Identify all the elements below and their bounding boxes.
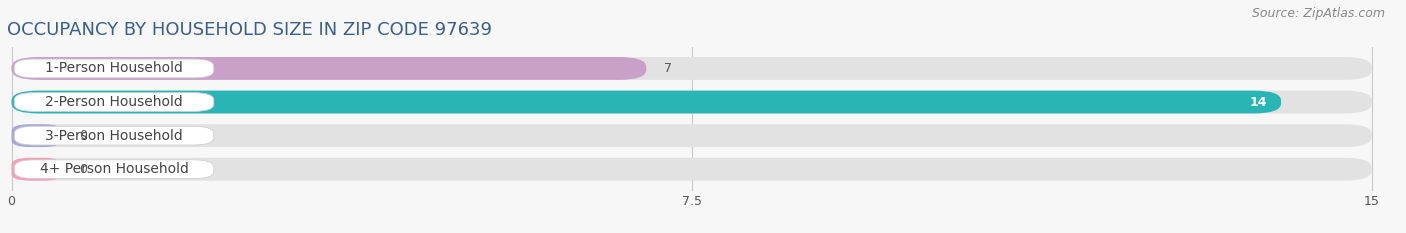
FancyBboxPatch shape (14, 160, 214, 178)
FancyBboxPatch shape (11, 91, 1372, 113)
Text: OCCUPANCY BY HOUSEHOLD SIZE IN ZIP CODE 97639: OCCUPANCY BY HOUSEHOLD SIZE IN ZIP CODE … (7, 21, 492, 39)
FancyBboxPatch shape (11, 57, 647, 80)
FancyBboxPatch shape (11, 158, 1372, 181)
Text: 3-Person Household: 3-Person Household (45, 129, 183, 143)
Text: 14: 14 (1250, 96, 1267, 109)
Text: 0: 0 (80, 129, 87, 142)
Text: 2-Person Household: 2-Person Household (45, 95, 183, 109)
FancyBboxPatch shape (11, 158, 62, 181)
FancyBboxPatch shape (14, 93, 214, 111)
FancyBboxPatch shape (11, 57, 1372, 80)
FancyBboxPatch shape (11, 124, 1372, 147)
FancyBboxPatch shape (14, 126, 214, 145)
Text: 1-Person Household: 1-Person Household (45, 62, 183, 75)
FancyBboxPatch shape (14, 59, 214, 78)
FancyBboxPatch shape (11, 91, 1281, 113)
Text: 4+ Person Household: 4+ Person Household (39, 162, 188, 176)
FancyBboxPatch shape (11, 124, 62, 147)
Text: Source: ZipAtlas.com: Source: ZipAtlas.com (1251, 7, 1385, 20)
Text: 0: 0 (80, 163, 87, 176)
Text: 7: 7 (665, 62, 672, 75)
